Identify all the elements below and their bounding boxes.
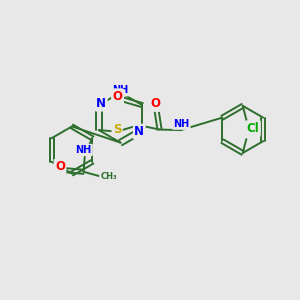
Text: N: N bbox=[96, 97, 106, 110]
Text: N: N bbox=[134, 125, 144, 138]
Text: NH: NH bbox=[173, 118, 190, 129]
Text: Cl: Cl bbox=[247, 122, 260, 135]
Text: O: O bbox=[55, 160, 65, 173]
Text: O: O bbox=[150, 98, 160, 110]
Text: O: O bbox=[112, 90, 122, 103]
Text: CH₃: CH₃ bbox=[100, 172, 117, 181]
Text: Cl: Cl bbox=[246, 124, 259, 137]
Text: S: S bbox=[113, 123, 122, 136]
Text: NH: NH bbox=[75, 145, 92, 155]
Text: NH: NH bbox=[112, 85, 129, 95]
